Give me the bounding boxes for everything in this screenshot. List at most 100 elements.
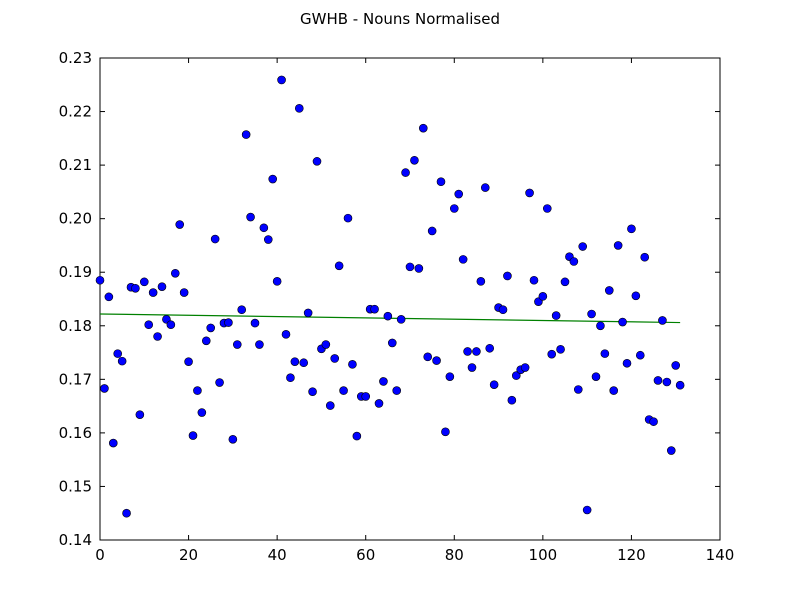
data-point <box>582 505 592 515</box>
data-point <box>374 399 384 408</box>
data-point <box>520 363 530 372</box>
data-point <box>139 277 149 287</box>
chart-title: GWHB - Nouns Normalised <box>300 10 500 28</box>
data-point <box>476 277 486 286</box>
data-point <box>303 308 313 318</box>
y-tick-label: 0.19 <box>59 263 92 281</box>
data-point <box>418 123 428 133</box>
data-point <box>401 168 410 177</box>
x-tick-label: 20 <box>179 546 198 564</box>
data-point <box>113 349 123 358</box>
data-point <box>117 356 127 366</box>
data-point <box>573 385 583 394</box>
data-point <box>427 226 437 236</box>
data-point <box>529 275 539 285</box>
y-tick-label: 0.16 <box>59 424 92 442</box>
data-point <box>330 354 340 363</box>
data-point <box>653 376 663 385</box>
data-point <box>489 380 499 389</box>
data-point <box>379 377 388 386</box>
data-point <box>148 288 158 297</box>
data-point <box>179 288 189 297</box>
data-point <box>131 283 140 293</box>
data-point <box>312 157 322 166</box>
y-tick-label: 0.17 <box>59 370 92 388</box>
data-point <box>153 332 162 341</box>
data-point <box>237 305 247 315</box>
data-point <box>339 386 348 395</box>
data-point <box>184 357 193 366</box>
y-tick-label: 0.14 <box>59 531 92 549</box>
data-point <box>618 317 627 327</box>
data-point <box>215 378 224 387</box>
data-point <box>259 223 269 233</box>
data-point <box>596 321 605 331</box>
data-point <box>268 174 278 184</box>
data-point <box>600 349 610 358</box>
y-tick-label: 0.18 <box>59 317 92 335</box>
data-point <box>414 264 424 273</box>
data-point <box>166 320 176 330</box>
data-point <box>135 410 145 419</box>
data-point <box>551 311 561 320</box>
data-point <box>232 340 242 349</box>
data-point <box>604 286 614 295</box>
data-point <box>635 350 645 360</box>
data-point <box>241 130 251 139</box>
data-point <box>210 234 220 244</box>
plot-area <box>99 57 721 541</box>
data-point <box>675 380 685 390</box>
data-point <box>507 395 517 405</box>
data-point <box>410 155 419 165</box>
data-point <box>458 255 468 264</box>
data-point <box>392 386 402 395</box>
data-point <box>432 356 441 365</box>
data-point <box>206 323 216 333</box>
data-point <box>640 252 650 262</box>
data-point <box>423 352 433 362</box>
data-point <box>503 271 512 281</box>
data-point <box>613 241 623 250</box>
x-tick-label: 40 <box>268 546 287 564</box>
data-point <box>560 277 570 287</box>
data-point <box>569 257 579 266</box>
data-point <box>472 347 481 356</box>
data-point <box>511 371 521 380</box>
data-point <box>228 435 238 444</box>
data-point <box>100 384 109 393</box>
data-point <box>454 189 464 199</box>
data-point <box>649 417 658 426</box>
data-point <box>662 377 672 387</box>
data-point <box>250 318 260 328</box>
data-point <box>277 75 286 85</box>
data-point <box>321 340 331 349</box>
data-point <box>272 277 282 286</box>
data-point <box>591 372 601 381</box>
data-point <box>405 262 415 272</box>
data-point <box>108 438 118 448</box>
data-point <box>441 427 450 437</box>
data-point <box>627 224 636 234</box>
data-point <box>308 387 317 396</box>
x-tick-label: 120 <box>617 546 646 564</box>
data-point <box>286 373 295 383</box>
x-tick-label: 140 <box>706 546 735 564</box>
data-point <box>463 347 472 356</box>
x-tick-label: 0 <box>95 546 105 564</box>
data-point <box>445 372 455 381</box>
y-tick-label: 0.21 <box>59 156 92 174</box>
data-point <box>631 291 641 301</box>
y-tick-label: 0.15 <box>59 477 92 495</box>
y-tick-label: 0.20 <box>59 210 92 228</box>
data-point <box>547 349 557 359</box>
data-point <box>587 309 596 319</box>
data-point <box>352 431 362 441</box>
data-point <box>170 268 180 278</box>
x-axis: 0 20 40 60 80 100 120 140 <box>95 58 734 564</box>
x-tick-label: 60 <box>356 546 375 564</box>
data-point <box>525 188 534 198</box>
data-point <box>325 401 335 410</box>
data-point <box>294 104 304 113</box>
y-tick-label: 0.23 <box>59 49 92 67</box>
